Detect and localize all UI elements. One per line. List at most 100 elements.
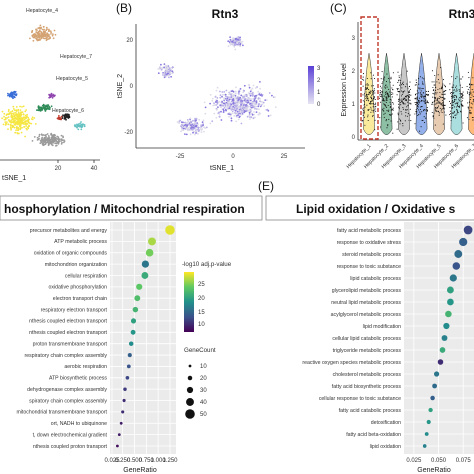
color-legend-tick: 25 <box>198 282 205 288</box>
expression-point <box>399 119 402 121</box>
cell-point <box>45 39 48 42</box>
expression-point <box>366 88 368 90</box>
cell-point <box>47 104 50 107</box>
expression-point <box>373 104 375 106</box>
cell-point <box>237 114 239 117</box>
expression-point <box>362 85 364 87</box>
cell-point <box>242 106 244 109</box>
cell-point <box>12 120 15 123</box>
expression-point <box>386 110 388 112</box>
expression-point <box>371 109 373 111</box>
cell-point <box>36 39 39 42</box>
expression-point <box>383 110 385 112</box>
expression-point <box>432 86 434 89</box>
dot-oxidation of organic compounds <box>145 248 154 257</box>
expression-point <box>420 106 422 108</box>
expression-point <box>432 96 434 98</box>
cell-point <box>229 36 232 39</box>
expression-point <box>390 114 392 116</box>
cell-point <box>227 113 230 115</box>
cell-point <box>255 105 258 108</box>
cell-point <box>214 101 217 103</box>
expression-point <box>372 114 374 117</box>
expression-point <box>385 84 387 86</box>
expression-point <box>438 101 440 103</box>
cell-point <box>216 97 219 99</box>
expression-point <box>459 97 461 99</box>
panel-a: Hepatocyte_4 Hepatocyte_7 Hepatocyte_5 H… <box>0 8 100 182</box>
cell-point <box>238 44 240 47</box>
expression-point <box>431 81 433 83</box>
cell-point <box>232 37 234 40</box>
cell-point <box>77 123 80 125</box>
cell-point <box>230 42 233 45</box>
cell-point <box>60 143 63 145</box>
expression-point <box>460 96 463 98</box>
expression-point <box>406 100 408 102</box>
expression-point <box>443 104 445 106</box>
expression-point <box>397 114 399 116</box>
expression-point <box>381 71 383 73</box>
expression-point <box>390 109 392 111</box>
cell-point <box>258 113 260 116</box>
cell-point <box>223 91 226 93</box>
cell-point <box>76 123 78 126</box>
expression-point <box>442 108 444 110</box>
expression-point <box>400 90 403 92</box>
expression-point <box>419 100 421 102</box>
cell-point <box>195 119 197 122</box>
expression-point <box>436 92 438 94</box>
cell-point <box>9 120 11 123</box>
expression-point <box>455 102 457 104</box>
expression-point <box>443 84 445 86</box>
expression-point <box>462 105 464 107</box>
expression-point <box>408 95 410 97</box>
expression-point <box>426 107 428 109</box>
panel-b: (B) Rtn3 20 0 -20 -25 0 25 tSNE_1 tSNE_2… <box>116 1 321 172</box>
expression-point <box>433 84 435 86</box>
cell-point <box>221 93 224 96</box>
cell-point <box>20 131 23 134</box>
expression-point <box>434 84 436 86</box>
expression-point <box>438 102 440 104</box>
cell-point <box>77 128 80 131</box>
cell-point <box>216 102 219 105</box>
expression-point <box>383 76 386 78</box>
expression-point <box>436 99 438 101</box>
expression-point <box>363 101 366 103</box>
cell-point <box>259 87 261 90</box>
cell-point <box>44 110 47 112</box>
expression-point <box>425 90 428 92</box>
violin-Hepatocyte_3 <box>398 53 410 135</box>
cell-point <box>48 93 50 96</box>
cell-point <box>182 123 185 126</box>
cell-point <box>53 137 56 140</box>
category-label: nthesis coupled electron transport <box>29 330 107 336</box>
cell-point <box>240 42 243 45</box>
expression-point <box>434 74 436 77</box>
dot-cellular lipid catabolic process <box>441 335 448 341</box>
expression-point <box>471 107 473 109</box>
cell-point <box>15 106 18 108</box>
expression-point <box>450 116 452 118</box>
cell-point <box>205 126 208 129</box>
cell-point <box>203 126 205 129</box>
expression-point <box>435 103 437 105</box>
cell-point <box>47 141 50 144</box>
expression-point <box>389 101 391 103</box>
expression-point <box>385 80 388 83</box>
category-label: respiratory chain complex assembly <box>25 353 108 359</box>
cell-point <box>50 141 53 144</box>
category-label: t, down electrochemical gradient <box>33 432 108 438</box>
expression-point <box>462 97 464 99</box>
cell-point <box>166 64 169 67</box>
cell-point <box>24 120 27 122</box>
cell-point <box>45 34 48 36</box>
dot-neutral lipid metabolic process <box>447 298 454 306</box>
cell-point <box>4 118 7 121</box>
expression-point <box>370 72 372 74</box>
cell-point <box>249 99 252 102</box>
cell-point <box>256 86 258 88</box>
cell-point <box>180 125 182 127</box>
